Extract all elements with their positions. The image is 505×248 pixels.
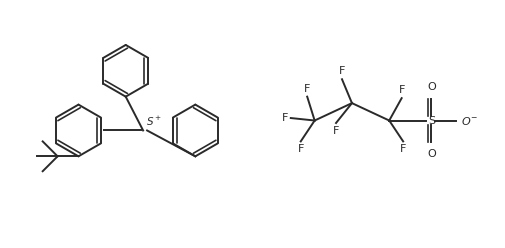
Text: O: O [426,149,435,159]
Text: F: F [332,126,338,136]
Text: $S^+$: $S^+$ [145,115,162,128]
Text: O: O [426,82,435,92]
Text: F: F [398,85,404,95]
Text: F: F [338,66,344,76]
Text: F: F [399,144,406,155]
Text: F: F [281,113,287,123]
Text: $O^{-}$: $O^{-}$ [460,115,477,126]
Text: F: F [304,84,310,94]
Text: F: F [297,144,304,155]
Text: S: S [427,116,434,125]
